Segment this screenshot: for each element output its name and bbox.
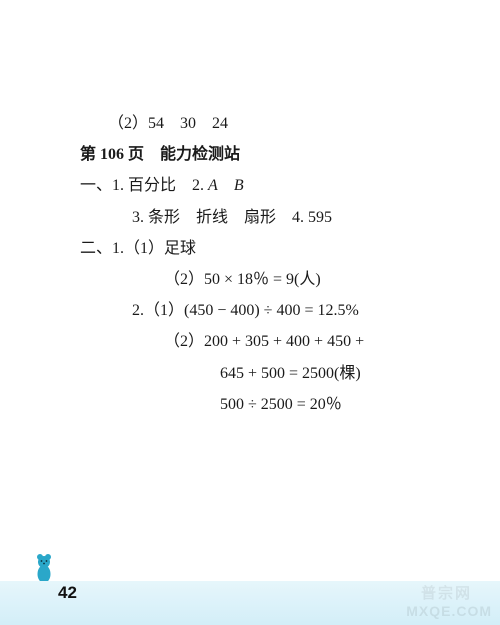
text-span bbox=[218, 177, 234, 194]
text-line: 二、1.（1）足球 bbox=[80, 233, 440, 264]
text-line: （2）50 × 18％ = 9(人) bbox=[80, 264, 440, 295]
text-line: （2）54 30 24 bbox=[80, 108, 440, 139]
text-line: 500 ÷ 2500 = 20％ bbox=[80, 389, 440, 420]
answer-letter: A bbox=[208, 177, 218, 194]
page-number: 42 bbox=[58, 583, 77, 603]
watermark-en: MXQE.COM bbox=[406, 603, 492, 619]
answer-letter: B bbox=[234, 177, 244, 194]
section-heading: 第 106 页 能力检测站 bbox=[80, 139, 440, 170]
text-line: 3. 条形 折线 扇形 4. 595 bbox=[80, 202, 440, 233]
text-line: （2）200 + 305 + 400 + 450 + bbox=[80, 326, 440, 357]
text-line: 645 + 500 = 2500(棵) bbox=[80, 358, 440, 389]
text-line: 一、1. 百分比 2. A B bbox=[80, 170, 440, 201]
text-line: 2.（1）(450 − 400) ÷ 400 = 12.5% bbox=[80, 295, 440, 326]
page-body: （2）54 30 24 第 106 页 能力检测站 一、1. 百分比 2. A … bbox=[80, 108, 440, 420]
bear-icon bbox=[34, 553, 54, 583]
text-span: 一、1. 百分比 2. bbox=[80, 177, 208, 194]
watermark-cn: 普宗网 bbox=[421, 582, 472, 603]
